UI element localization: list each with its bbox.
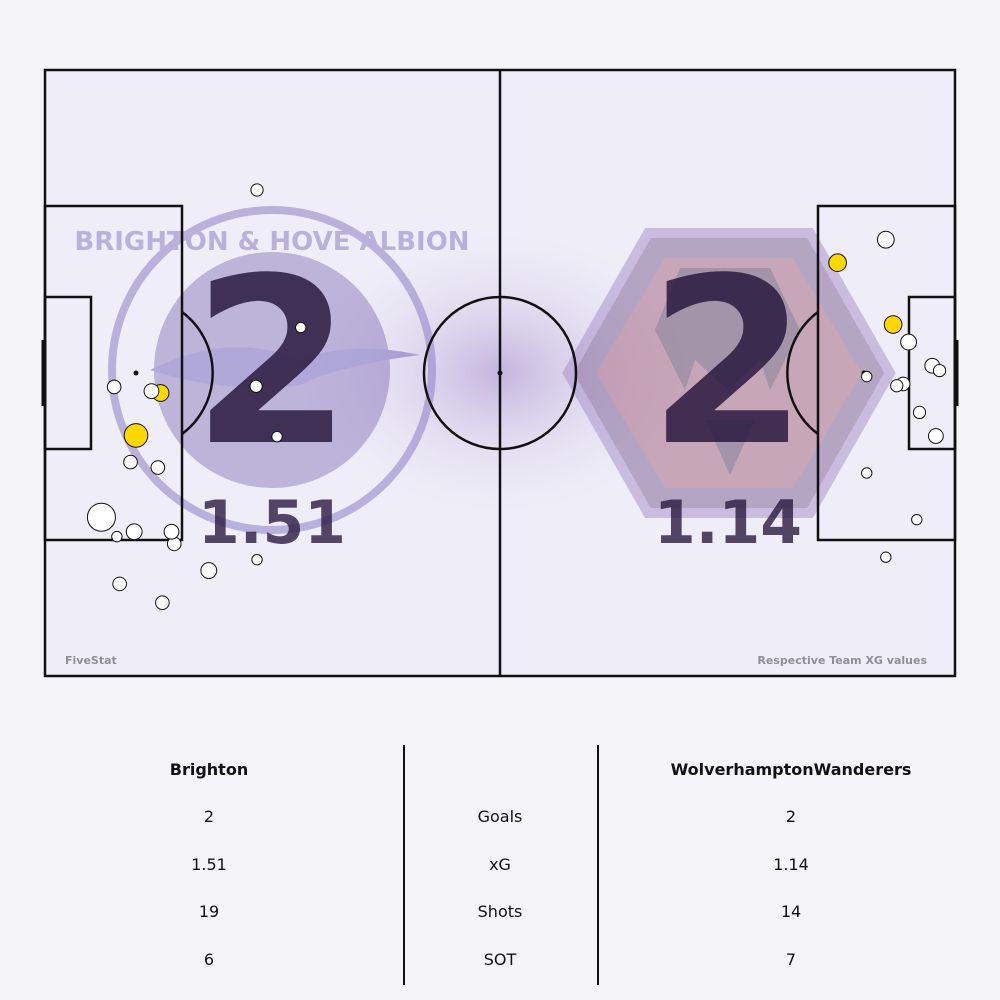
home-shot-marker-11 (163, 523, 180, 540)
home-shot-marker-8 (123, 454, 138, 470)
home-shot-marker-10 (125, 523, 143, 541)
away-shot-marker-9 (912, 405, 927, 420)
stat-labels-column: Goals xG Shots SOT (403, 745, 597, 985)
home-shot-marker-6 (106, 379, 122, 395)
away-shot-marker-12 (861, 467, 873, 479)
home-shot-marker-19 (295, 321, 307, 334)
shots-label: Shots (477, 902, 523, 921)
away-goals-value: 2 (785, 807, 797, 826)
away-shot-marker-14 (880, 551, 892, 563)
svg-text:BRIGHTON & HOVE ALBION: BRIGHTON & HOVE ALBION (74, 227, 469, 257)
home-shot-marker-13 (112, 576, 127, 592)
home-shot-marker-3 (200, 562, 218, 579)
home-stats-column: Brighton 2 1.51 19 6 (45, 745, 373, 985)
home-goals-overlay: 2 (192, 230, 352, 497)
stats-divider-right (597, 745, 599, 985)
home-shot-marker-16 (251, 553, 263, 566)
home-sot-value: 6 (203, 950, 215, 969)
goals-label: Goals (477, 807, 523, 826)
away-goals-overlay: 2 (648, 230, 808, 497)
home-xg-value: 1.51 (191, 855, 227, 874)
home-xg-overlay: 1.51 (198, 488, 346, 558)
away-sot-value: 7 (785, 950, 797, 969)
away-shot-marker-11 (861, 370, 873, 383)
home-shot-marker-15 (249, 379, 263, 393)
away-team-name: WolverhamptonWanderers (670, 760, 912, 779)
home-shot-marker-14 (155, 595, 170, 610)
home-shot-marker-17 (271, 430, 283, 443)
home-shot-marker-1 (123, 423, 149, 448)
stats-table: Brighton 2 1.51 19 6 Goals xG Shots SOT … (0, 745, 1000, 985)
away-shot-marker-13 (911, 513, 923, 526)
note-label: Respective Team XG values (757, 654, 927, 667)
wolves-crest-icon (562, 228, 896, 518)
away-shot-marker-8 (890, 379, 904, 393)
home-shot-marker-2 (86, 502, 116, 532)
away-shot-marker-10 (932, 363, 947, 378)
home-shots-value: 19 (198, 902, 220, 921)
sot-label: SOT (483, 950, 517, 969)
home-shot-marker-18 (250, 183, 264, 197)
away-xg-value: 1.14 (773, 855, 809, 874)
stats-divider-left (403, 745, 405, 985)
away-shot-marker-4 (900, 333, 918, 351)
shots-layer (86, 183, 947, 610)
away-xg-overlay: 1.14 (654, 488, 802, 558)
xg-label: xG (489, 855, 511, 874)
away-shot-marker-3 (876, 230, 895, 249)
home-shot-marker-9 (150, 460, 166, 475)
pitch-map: BRIGHTON & HOVE ALBION 2 1.51 2 1.14 Fiv… (41, 68, 959, 678)
home-team-name: Brighton (169, 760, 249, 779)
home-shot-marker-12 (111, 530, 123, 543)
away-shots-value: 14 (780, 902, 802, 921)
away-shot-marker-2 (828, 253, 847, 273)
home-goals-value: 2 (203, 807, 215, 826)
away-stats-column: WolverhamptonWanderers 2 1.14 14 7 (597, 745, 985, 985)
source-label: FiveStat (65, 654, 117, 667)
brighton-crest-icon: BRIGHTON & HOVE ALBION (74, 206, 470, 534)
home-shot-marker-7 (143, 383, 160, 400)
away-shot-marker-1 (883, 315, 903, 334)
away-shot-marker-6 (927, 428, 944, 444)
